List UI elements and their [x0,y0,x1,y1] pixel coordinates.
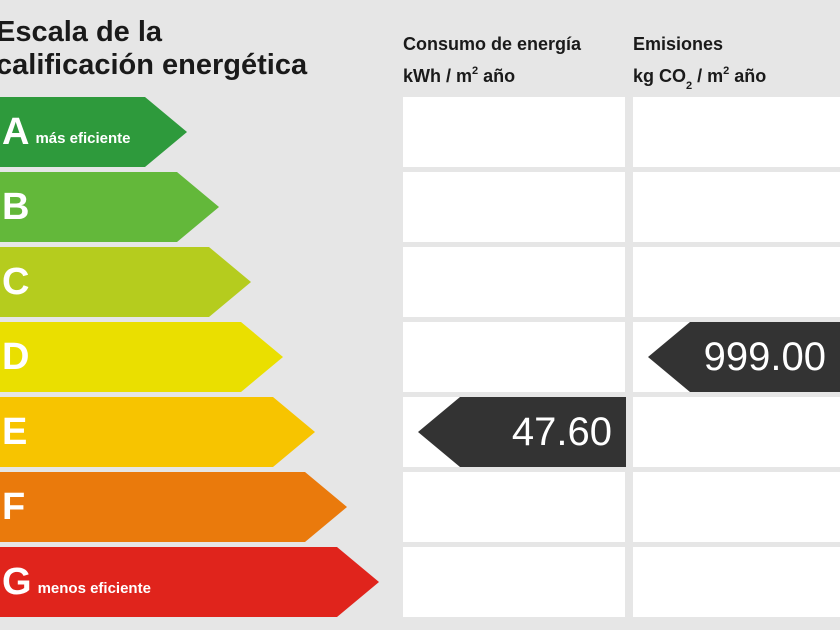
consumo-unit-text: kWh / m [403,66,473,86]
emisiones-header-line-1: Emisiones [633,34,724,54]
label-title: Escala de la calificación energética [0,16,307,82]
consumo-cell-b [403,172,625,242]
consumo-indicator-value: 47.60 [511,410,612,454]
rating-note-a: más eficiente [35,129,131,147]
rating-letter-d: D [2,336,30,378]
emisiones-indicator: 999.00 [648,322,840,392]
emisiones-cell-c [633,247,840,317]
emisiones-unit-sup: 2 [723,65,730,77]
rating-arrow-shape-a [0,97,187,167]
rating-letter-a: A [2,111,30,153]
rating-letter-b: B [2,186,30,228]
rating-note-g: menos eficiente [37,579,151,597]
rating-letter-f: F [2,486,26,528]
consumo-cell-a [403,97,625,167]
rating-arrow-shape-d [0,322,283,392]
rating-arrow-e: E [0,397,315,467]
consumo-indicator: 47.60 [418,397,626,467]
consumo-indicator-shape [418,397,626,467]
rating-arrow-shape-e [0,397,315,467]
emisiones-column-header: Emisiones kg CO2 / m2 año [633,30,766,98]
emisiones-indicator-value: 999.00 [703,335,826,379]
consumo-cell-g [403,547,625,617]
title-line-2: calificación energética [0,49,308,81]
consumo-cell-c [403,247,625,317]
rating-arrow-f: F [0,472,347,542]
rating-arrow-shape-c [0,247,251,317]
consumo-unit-sup: 2 [472,65,479,77]
emisiones-cell-f [633,472,840,542]
emisiones-cell-g [633,547,840,617]
consumo-header-line-1: Consumo de energía [403,34,582,54]
emisiones-cell-b [633,172,840,242]
rating-letter-c: C [2,261,30,303]
emisiones-indicator-shape [648,322,840,392]
emisiones-cell-e [633,397,840,467]
rating-arrow-shape-g [0,547,379,617]
rating-letter-e: E [2,411,28,453]
emisiones-unit-m: / m [692,66,724,86]
emisiones-unit-sub: 2 [686,79,693,92]
emisiones-header-line-2: kg CO2 / m2 año [633,58,766,98]
emisiones-unit-year: año [729,66,767,86]
consumo-cell-f [403,472,625,542]
rating-arrow-d: D [0,322,283,392]
consumo-cell-d [403,322,625,392]
rating-letter-g: G [2,561,32,603]
rating-arrow-b: B [0,172,219,242]
consumo-unit-year: año [478,66,516,86]
emisiones-cell-a [633,97,840,167]
rating-arrow-c: C [0,247,251,317]
title-line-1: Escala de la [0,16,163,48]
emisiones-unit-text: kg CO [633,66,687,86]
consumo-header-line-2: kWh / m2 año [403,58,581,90]
rating-arrow-shape-b [0,172,219,242]
rating-arrow-shape-f [0,472,347,542]
consumo-column-header: Consumo de energía kWh / m2 año [403,30,581,90]
